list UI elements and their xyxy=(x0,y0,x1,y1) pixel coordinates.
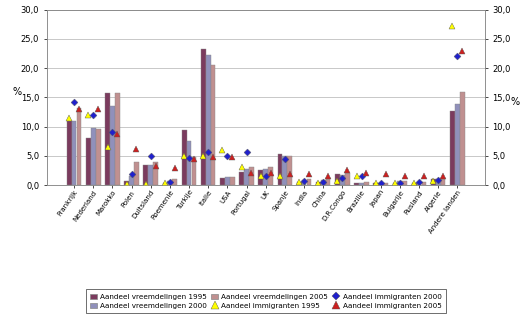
Bar xyxy=(278,154,282,185)
Bar xyxy=(402,181,407,185)
Bar xyxy=(201,49,206,185)
Bar xyxy=(244,169,249,185)
Bar xyxy=(105,93,110,185)
Bar xyxy=(288,156,292,185)
Bar xyxy=(72,121,77,185)
Bar xyxy=(258,170,263,185)
Legend: Aandeel vreemdelingen 1995, Aandeel vreemdelingen 2000, Aandeel vreemdelingen 20: Aandeel vreemdelingen 1995, Aandeel vree… xyxy=(85,289,446,313)
Bar xyxy=(374,183,378,185)
Bar xyxy=(383,183,388,185)
Bar xyxy=(239,172,244,185)
Bar xyxy=(206,55,210,185)
Bar xyxy=(302,180,306,185)
Bar xyxy=(167,181,172,185)
Bar xyxy=(225,177,230,185)
Bar xyxy=(335,174,340,185)
Y-axis label: %: % xyxy=(510,97,519,107)
Bar xyxy=(220,178,225,185)
Bar xyxy=(378,183,383,185)
Bar xyxy=(96,130,101,185)
Bar xyxy=(91,128,96,185)
Bar xyxy=(345,173,350,185)
Bar xyxy=(249,167,254,185)
Bar xyxy=(354,183,359,185)
Bar xyxy=(86,138,91,185)
Bar xyxy=(143,165,148,185)
Bar xyxy=(153,162,158,185)
Bar xyxy=(306,179,312,185)
Bar xyxy=(421,182,426,185)
Bar xyxy=(436,179,441,185)
Bar xyxy=(77,108,81,185)
Y-axis label: %: % xyxy=(12,87,21,97)
Bar xyxy=(359,183,364,185)
Bar xyxy=(67,121,71,185)
Bar xyxy=(316,182,321,185)
Bar xyxy=(398,181,402,185)
Bar xyxy=(450,111,455,185)
Bar xyxy=(297,182,302,185)
Bar xyxy=(263,169,268,185)
Bar xyxy=(268,167,273,185)
Bar xyxy=(115,93,120,185)
Bar xyxy=(431,179,436,185)
Bar xyxy=(321,180,326,185)
Bar xyxy=(110,106,115,185)
Bar xyxy=(230,177,234,185)
Bar xyxy=(417,182,421,185)
Bar xyxy=(460,92,465,185)
Bar xyxy=(172,179,177,185)
Bar xyxy=(148,165,153,185)
Bar xyxy=(182,130,187,185)
Bar xyxy=(441,179,445,185)
Bar xyxy=(210,64,216,185)
Bar xyxy=(125,181,129,185)
Bar xyxy=(282,156,287,185)
Bar xyxy=(340,175,345,185)
Bar xyxy=(455,104,460,185)
Bar xyxy=(364,182,369,185)
Bar xyxy=(129,176,134,185)
Bar xyxy=(187,141,191,185)
Bar xyxy=(326,178,330,185)
Bar xyxy=(192,157,196,185)
Bar xyxy=(393,183,398,185)
Bar xyxy=(134,162,139,185)
Bar xyxy=(412,183,416,185)
Bar xyxy=(163,183,167,185)
